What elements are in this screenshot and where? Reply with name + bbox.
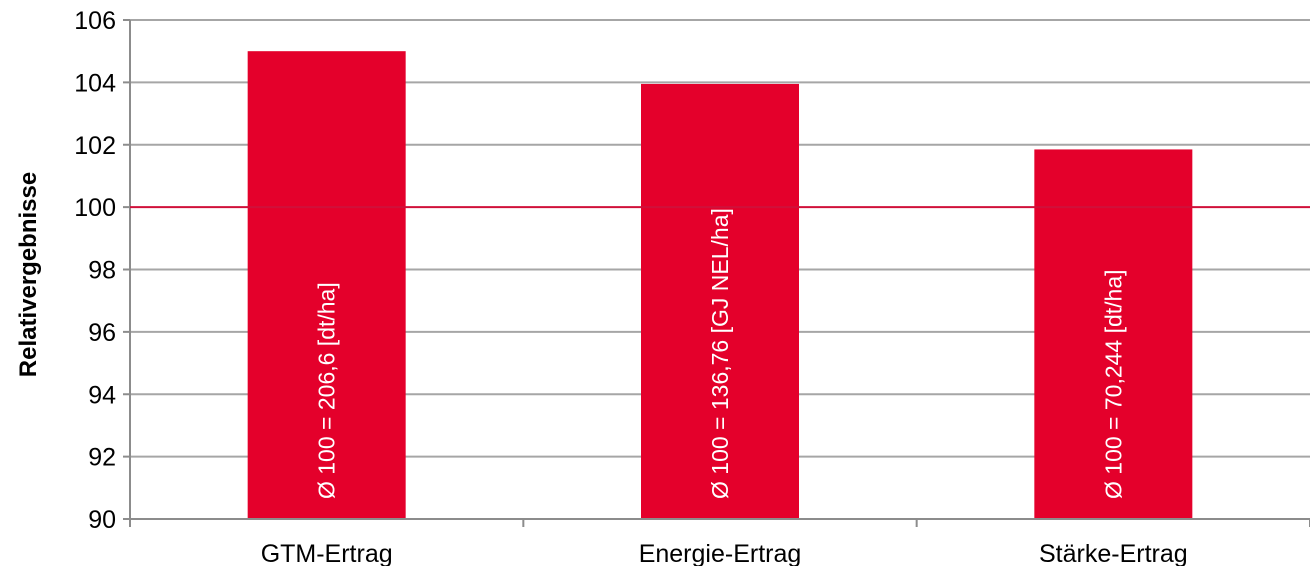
bars: Ø 100 = 206,6 [dt/ha] Ø 100 = 136,76 [GJ …	[247, 51, 1193, 519]
y-axis-title: Relativergebnisse	[15, 172, 42, 377]
y-tick-label: 104	[74, 69, 116, 97]
bar-gtm-ertrag	[247, 51, 406, 519]
bar-data-label: Ø 100 = 206,6 [dt/ha]	[314, 282, 340, 499]
y-tick-label: 90	[88, 506, 116, 534]
y-tick-label: 96	[88, 319, 116, 347]
x-category-label: Energie-Ertrag	[639, 540, 802, 566]
bar-data-label: Ø 100 = 70,244 [dt/ha]	[1100, 269, 1126, 499]
x-category-label: Stärke-Ertrag	[1039, 540, 1188, 566]
y-tick-label: 92	[88, 444, 116, 472]
y-tick-labels: 90 92 94 96 98 100 102 104 106	[74, 7, 116, 534]
y-tick-label: 106	[74, 7, 116, 35]
y-tick-label: 102	[74, 132, 116, 160]
x-category-label: GTM-Ertrag	[261, 540, 393, 566]
y-tick-label: 100	[74, 194, 116, 222]
bar-stärke-ertrag	[1034, 149, 1193, 519]
category-labels: GTM-Ertrag Energie-Ertrag Stärke-Ertrag	[261, 540, 1188, 566]
y-tick-label: 98	[88, 257, 116, 285]
axes	[123, 19, 1310, 527]
bar-energie-ertrag	[641, 83, 799, 519]
y-tick-label: 94	[88, 381, 116, 409]
bar-data-label: Ø 100 = 136,76 [GJ NEL/ha]	[707, 208, 733, 499]
